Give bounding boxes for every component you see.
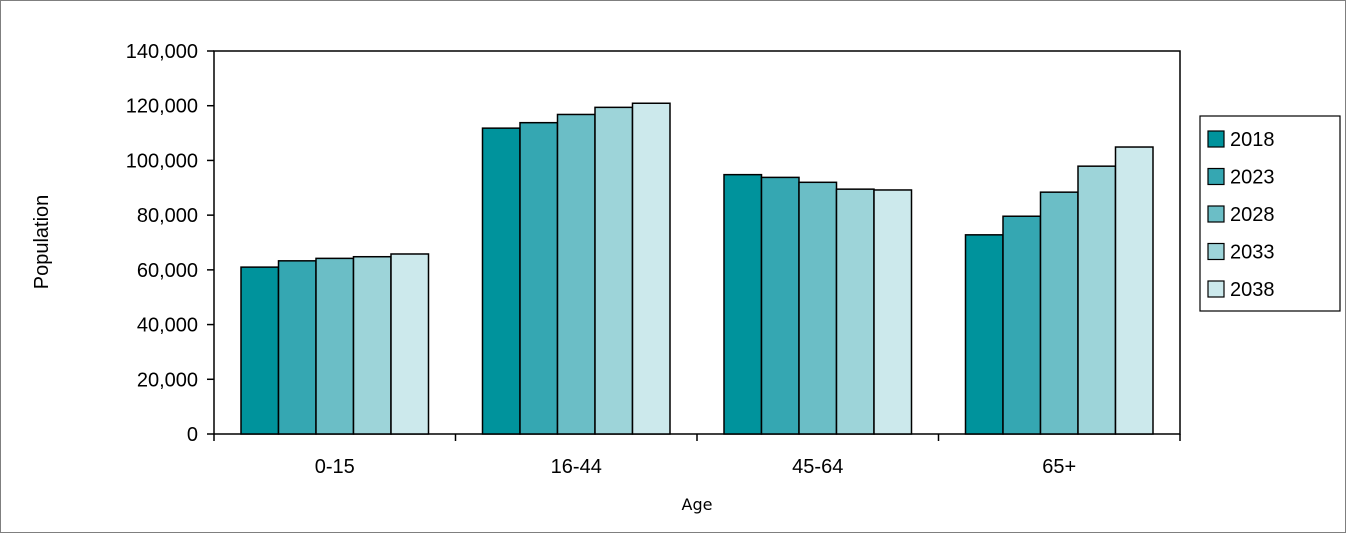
y-axis-title: Population	[31, 195, 53, 290]
bar-2018-45-64	[723, 173, 763, 435]
legend-label-2038: 2038	[1230, 279, 1275, 301]
bar-2023-16-44	[519, 121, 559, 435]
legend-swatch-2018	[1207, 130, 1225, 148]
x-axis-title: Age	[682, 495, 713, 514]
y-tick-label: 60,000	[137, 260, 198, 282]
bar-2028-65+	[1039, 191, 1079, 435]
bar-2023-65+	[1002, 215, 1042, 435]
y-tick-label: 0	[187, 424, 198, 446]
legend-swatch-2038	[1207, 280, 1225, 298]
bar-2038-45-64	[873, 189, 913, 435]
y-tick-label: 80,000	[137, 205, 198, 227]
bar-2033-16-44	[594, 106, 634, 435]
y-tick-label: 120,000	[126, 96, 198, 118]
bar-2023-45-64	[760, 176, 800, 435]
legend-label-2018: 2018	[1230, 129, 1275, 151]
x-tick-label: 65+	[1042, 456, 1076, 478]
legend-swatch-2033	[1207, 242, 1225, 261]
x-tick-label: 0-15	[315, 456, 355, 478]
legend: 2018 2023 2028 2033 2038	[1199, 115, 1341, 312]
bar-2033-65+	[1077, 165, 1117, 435]
y-tick-label: 140,000	[126, 41, 198, 63]
bar-2033-45-64	[835, 188, 875, 435]
plot-layer	[213, 50, 1181, 435]
x-tick-label: 45-64	[792, 456, 843, 478]
bar-2038-65+	[1114, 146, 1154, 435]
y-tick-label: 100,000	[126, 150, 198, 172]
y-tick-label: 20,000	[137, 369, 198, 391]
bar-2023-0-15	[277, 260, 317, 435]
legend-swatch-2028	[1207, 205, 1225, 223]
legend-label-2033: 2033	[1230, 242, 1275, 264]
legend-label-2023: 2023	[1230, 167, 1275, 189]
legend-label-2028: 2028	[1230, 204, 1275, 226]
bar-2018-65+	[964, 234, 1004, 435]
bar-2038-0-15	[390, 253, 430, 435]
legend-swatch-2023	[1207, 167, 1225, 186]
x-tick-label: 16-44	[551, 456, 602, 478]
bar-2018-16-44	[481, 127, 521, 435]
bar-2028-0-15	[315, 257, 355, 435]
bar-2028-45-64	[798, 181, 838, 435]
bar-2018-0-15	[240, 266, 280, 435]
y-tick-label: 40,000	[137, 315, 198, 337]
bar-2033-0-15	[352, 255, 392, 435]
y-axis-ticks: 0 20,000 40,000 60,000 80,000 100,000 120,000 1…	[126, 41, 214, 446]
bar-2028-16-44	[556, 113, 596, 435]
bar-2038-16-44	[631, 102, 671, 435]
x-axis-ticks: 0-15 16-44 45-64 65+	[213, 434, 1181, 478]
